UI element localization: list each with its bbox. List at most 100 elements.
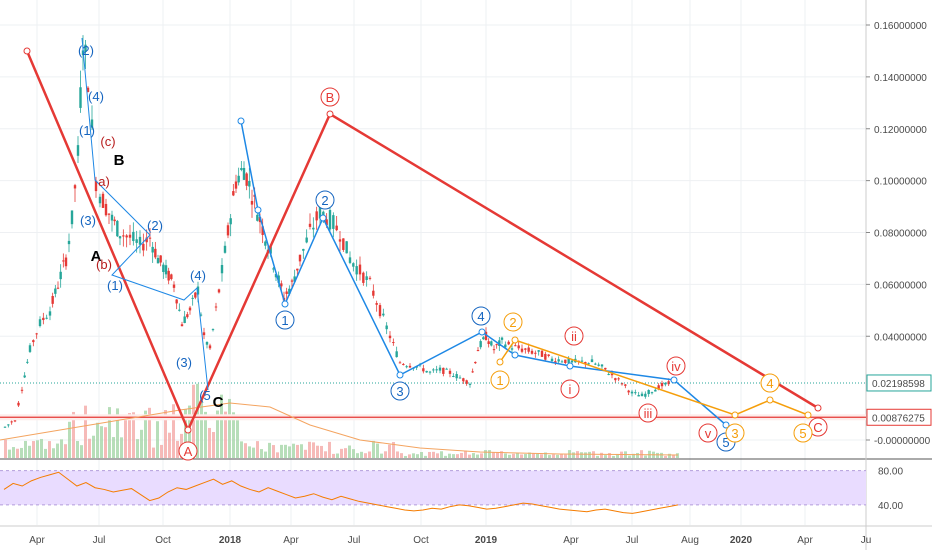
volume-bar xyxy=(600,452,603,458)
candle-body xyxy=(113,219,116,222)
candle-body xyxy=(132,231,135,242)
volume-bar xyxy=(520,454,523,458)
candle-body xyxy=(580,360,584,362)
volume-bar xyxy=(328,441,331,458)
candle-body xyxy=(274,274,278,278)
volume-bar xyxy=(304,449,307,458)
candle-body xyxy=(223,245,227,253)
wave-label: 5 xyxy=(722,435,729,450)
candle-body xyxy=(28,345,32,352)
candle-body xyxy=(280,283,283,287)
candle-body xyxy=(479,341,482,348)
candle-body xyxy=(208,345,212,349)
volume-bar xyxy=(36,440,39,458)
candle-body xyxy=(510,348,514,350)
volume-bar xyxy=(300,444,303,458)
candle-body xyxy=(520,348,524,352)
candle-body xyxy=(567,358,570,363)
candle-body xyxy=(48,311,52,316)
candle-body xyxy=(402,364,405,366)
candle-body xyxy=(560,361,564,363)
wave-label-circle xyxy=(178,441,198,461)
volume-bar xyxy=(564,454,567,458)
volume-bar xyxy=(12,447,15,458)
candle-body xyxy=(365,276,368,280)
wave-label-circle xyxy=(666,356,686,376)
volume-bar xyxy=(172,404,175,458)
price-tick-label: 0.16000000 xyxy=(874,21,927,32)
volume-bar xyxy=(436,453,439,458)
price-axis[interactable]: 0.16000000 0.14000000 0.12000000 0.10000000… xyxy=(866,21,932,447)
candle-body xyxy=(67,240,71,245)
candle-body xyxy=(98,196,102,204)
volume-bar xyxy=(488,450,491,458)
volume-bar xyxy=(240,441,243,458)
candle-body xyxy=(188,307,192,311)
volume-bar xyxy=(200,399,203,458)
candle-body xyxy=(338,239,342,242)
candle-body xyxy=(342,238,345,250)
volume-bar xyxy=(444,455,447,458)
volume-bar xyxy=(400,453,403,458)
price-tick-label: -0.00000000 xyxy=(874,436,931,447)
volume-bar xyxy=(644,455,647,458)
candle-body xyxy=(220,264,224,274)
candle-body xyxy=(298,254,302,262)
wave-label: 2 xyxy=(509,315,516,330)
candle-body xyxy=(138,236,142,245)
candle-body xyxy=(530,350,534,354)
time-axis[interactable]: Apr Jul Oct 2018 Apr Jul Oct 2019 Apr Jul Aug 2020 A… xyxy=(29,535,871,546)
volume-bar xyxy=(16,448,19,458)
candle-body xyxy=(240,168,243,170)
candle-body xyxy=(328,210,332,230)
volume-bar xyxy=(672,455,675,458)
blue-wave-line xyxy=(240,120,727,426)
volume-bar xyxy=(168,432,171,458)
candle-body xyxy=(199,314,203,316)
wave-label: 3 xyxy=(396,384,403,399)
candle-body xyxy=(544,353,547,360)
wave-label: ii xyxy=(571,329,577,344)
volume-bar xyxy=(532,453,535,458)
wave-label: A xyxy=(91,248,102,265)
wave-label: (1) xyxy=(79,123,95,138)
volume-bar xyxy=(296,444,299,458)
candle-body xyxy=(332,215,335,229)
blue-wave-line-point xyxy=(566,362,574,370)
candle-body xyxy=(32,340,35,343)
candle-body xyxy=(217,289,221,293)
volume-bar xyxy=(596,455,599,458)
candle-body xyxy=(358,264,362,275)
volume-bar xyxy=(152,447,155,458)
candle-body xyxy=(118,236,122,239)
candle-body xyxy=(385,325,388,330)
candle-body xyxy=(484,331,488,341)
volume-bar xyxy=(48,441,51,458)
volume-bar xyxy=(236,420,239,458)
volume-bar xyxy=(88,438,91,458)
candle-body xyxy=(191,297,194,299)
volume-bar xyxy=(264,451,267,458)
wave-label-circle xyxy=(315,190,335,210)
blue-wave-line-point xyxy=(511,351,519,359)
volume-bar xyxy=(100,426,103,458)
time-tick-label: Apr xyxy=(283,535,299,546)
wave-label-circle xyxy=(390,381,410,401)
candle-body xyxy=(211,329,215,331)
volume-bar xyxy=(96,422,99,458)
candle-body xyxy=(312,227,315,230)
candle-body xyxy=(435,369,438,371)
time-tick-label: Jul xyxy=(93,535,106,546)
abc-correction-line-point xyxy=(814,404,822,412)
volume-bar xyxy=(588,451,591,458)
candle-body xyxy=(90,119,94,128)
volume-bar xyxy=(472,453,475,458)
volume-bar xyxy=(224,411,227,458)
volume-bar xyxy=(604,455,607,458)
candle-body xyxy=(54,288,57,294)
volume-bar xyxy=(212,432,215,458)
wave-label-circle xyxy=(698,423,718,443)
volume-bar xyxy=(556,454,559,458)
candle-body xyxy=(664,382,667,385)
volume-bar xyxy=(676,453,679,458)
